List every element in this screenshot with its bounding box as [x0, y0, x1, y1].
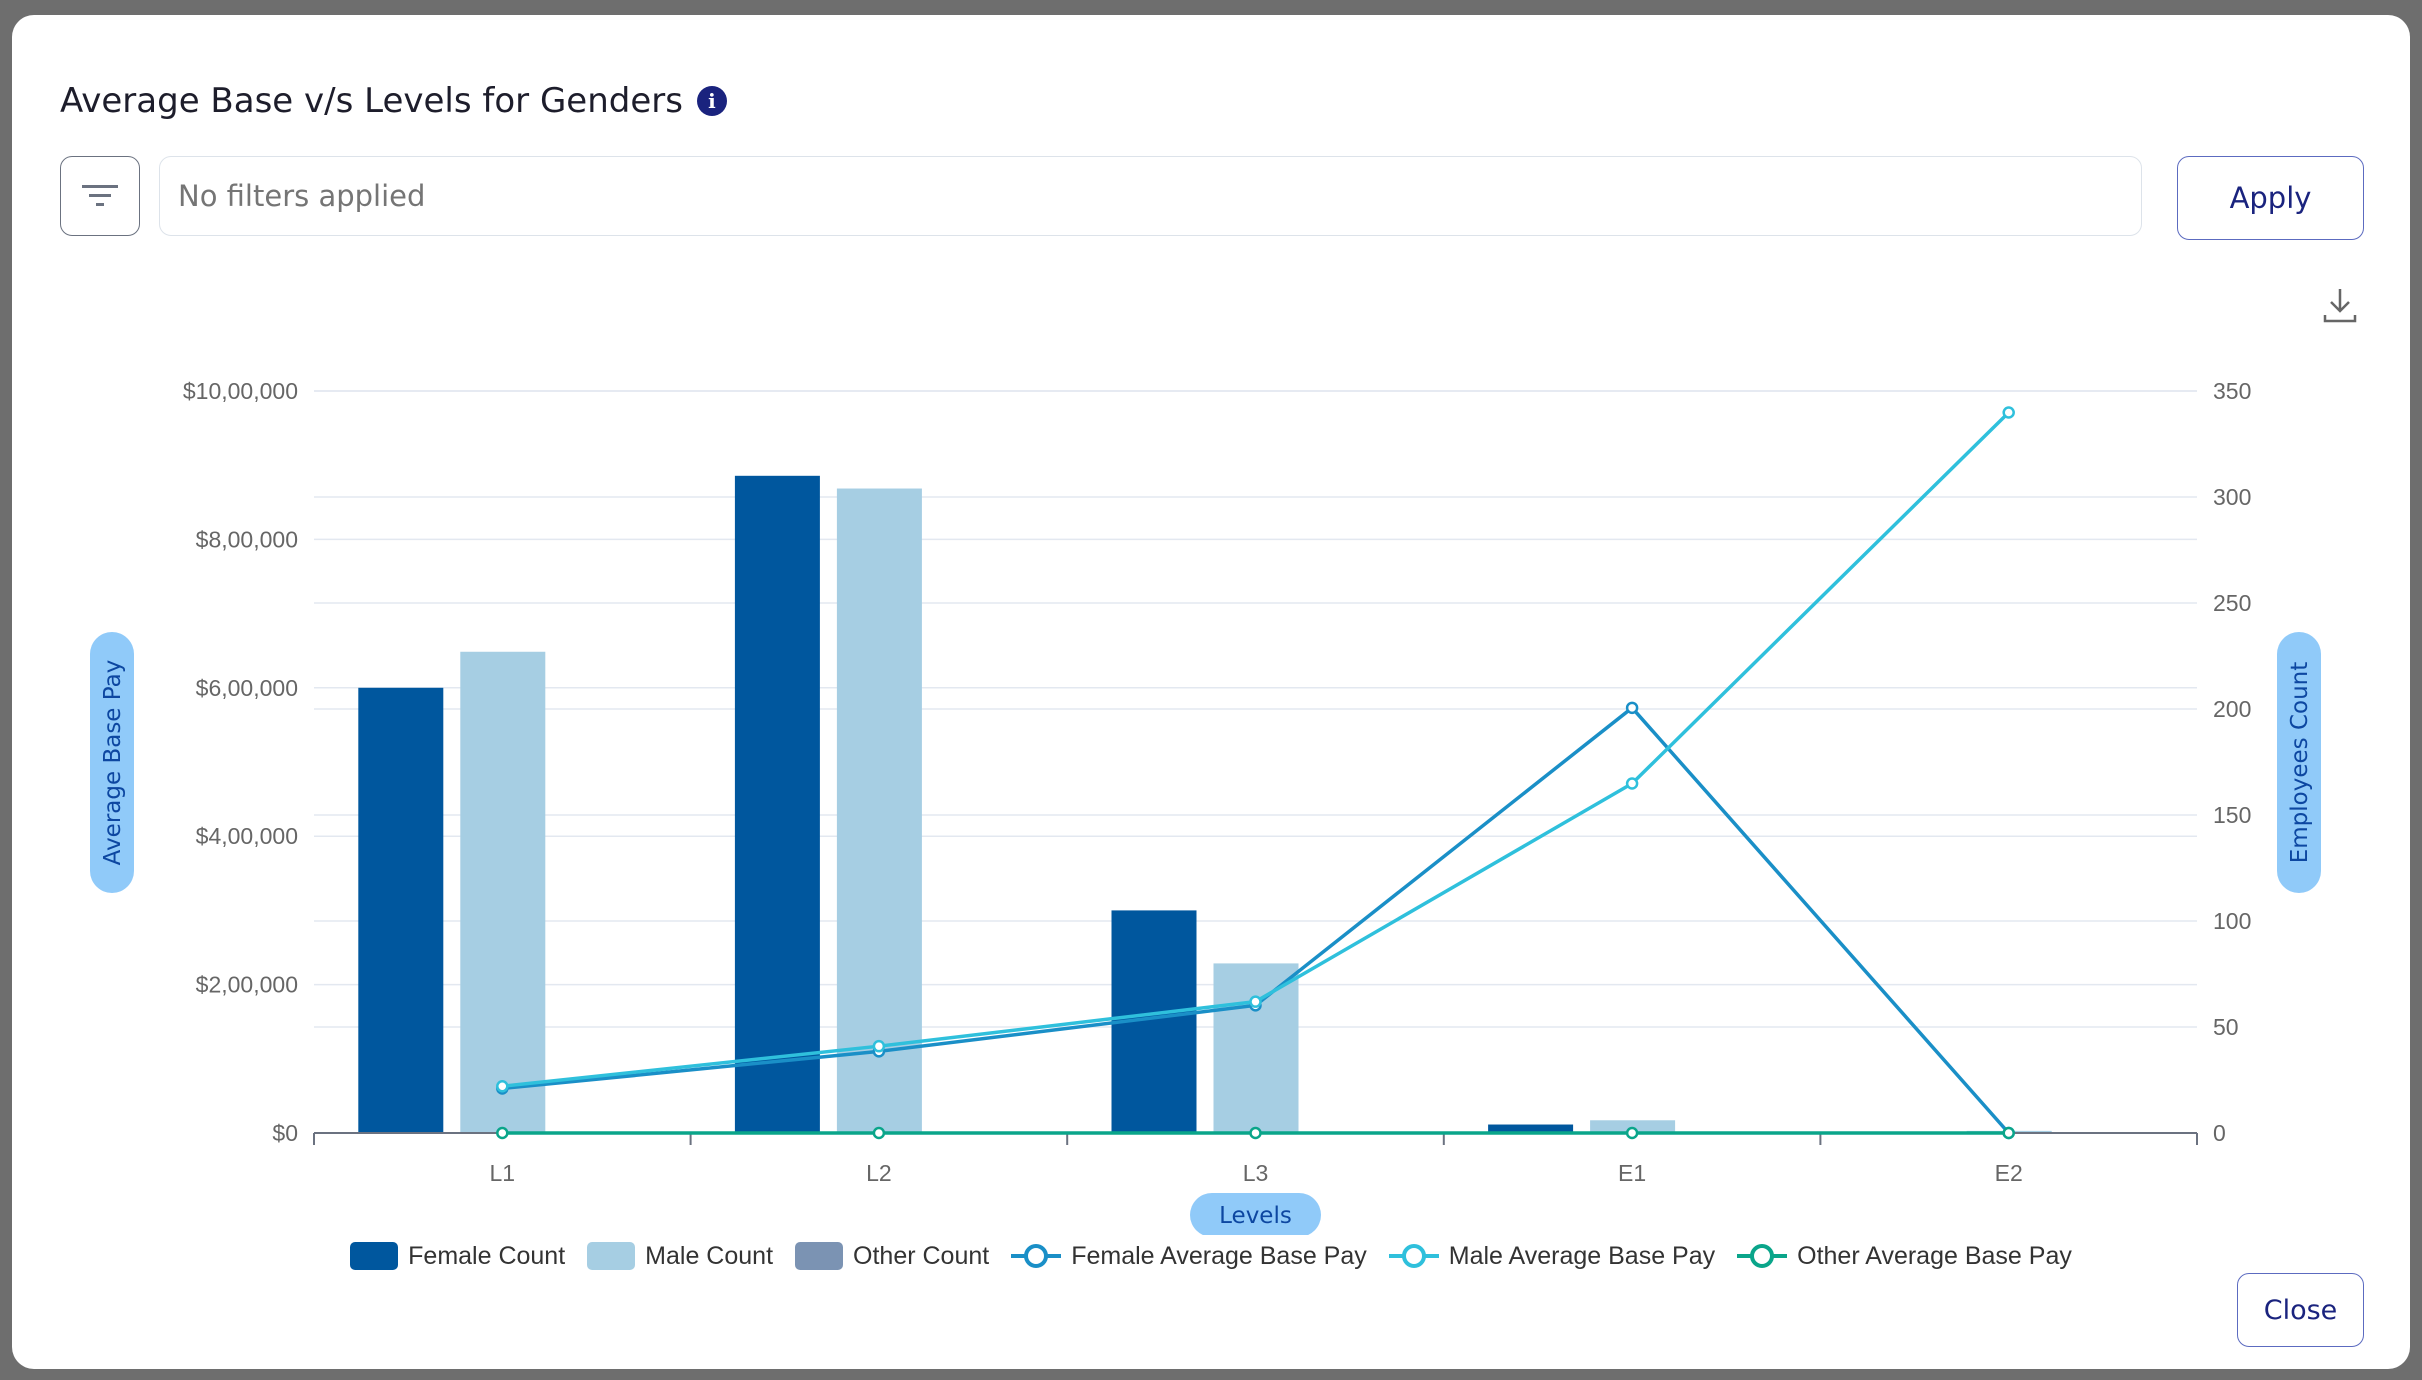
legend-item[interactable]: Female Average Base Pay: [1011, 1241, 1367, 1271]
apply-button[interactable]: Apply: [2177, 156, 2364, 240]
point-other-average-base-pay: [2002, 1126, 2015, 1140]
bar-male-count: [1213, 963, 1299, 1133]
x-axis-label-text: Levels: [1219, 1203, 1292, 1229]
filter-icon: [82, 185, 118, 206]
legend-line-marker: [1011, 1244, 1062, 1268]
right-tick-label: 300: [2213, 484, 2251, 510]
point-other-average-base-pay: [496, 1126, 509, 1140]
right-axis-label-text: Employees Count: [2287, 662, 2313, 864]
legend-label: Female Average Base Pay: [1071, 1241, 1367, 1270]
right-tick-label: 350: [2213, 378, 2251, 404]
legend-swatch: [587, 1242, 636, 1270]
left-tick-label: $2,00,000: [196, 972, 298, 998]
point-other-average-base-pay: [1249, 1126, 1262, 1140]
filter-input[interactable]: [159, 156, 2142, 236]
legend-item[interactable]: Male Count: [587, 1241, 773, 1271]
left-tick-label: $6,00,000: [196, 675, 298, 701]
point-male-average-base-pay: [496, 1080, 509, 1093]
legend-line-marker: [1737, 1244, 1788, 1268]
point-other-average-base-pay: [1625, 1126, 1639, 1140]
close-button[interactable]: Close: [2237, 1273, 2364, 1347]
info-icon[interactable]: i: [696, 86, 727, 116]
bar-female-count: [358, 687, 444, 1133]
left-axis-label-pill: [90, 632, 134, 893]
x-axis-label: Levels: [1190, 1193, 1321, 1235]
bar-male-count: [460, 651, 546, 1133]
left-axis-label: Average Base Pay: [90, 632, 134, 893]
bar-female-count: [734, 475, 820, 1133]
right-tick-label: 0: [2213, 1120, 2226, 1146]
left-tick-label: $10,00,000: [183, 378, 298, 404]
legend-label: Female Count: [408, 1241, 566, 1270]
x-tick-label: L2: [866, 1160, 892, 1186]
left-tick-label: $0: [272, 1120, 298, 1146]
download-icon[interactable]: [2320, 285, 2360, 325]
legend-label: Other Count: [853, 1241, 990, 1270]
point-male-average-base-pay: [2002, 406, 2015, 419]
legend-item[interactable]: Other Count: [795, 1241, 989, 1271]
dialog-title-row: Average Base v/s Levels for Genders i: [60, 81, 727, 121]
x-tick-label: E2: [1995, 1160, 2023, 1186]
point-male-average-base-pay: [1625, 777, 1639, 790]
legend-item[interactable]: Female Count: [350, 1241, 565, 1271]
x-tick-label: E1: [1618, 1160, 1646, 1186]
legend-line-marker: [1388, 1244, 1439, 1268]
point-male-average-base-pay: [1249, 995, 1262, 1008]
left-tick-label: $4,00,000: [196, 823, 298, 849]
legend-label: Other Average Base Pay: [1797, 1241, 2072, 1270]
point-other-average-base-pay: [872, 1126, 886, 1140]
legend-item[interactable]: Male Average Base Pay: [1388, 1241, 1716, 1271]
x-tick-label: L1: [490, 1160, 516, 1186]
right-axis-label: Employees Count: [2277, 632, 2321, 893]
point-male-average-base-pay: [872, 1039, 886, 1053]
chart-legend: Female Count Male Count Other Count Female …: [12, 1241, 2410, 1271]
point-female-average-base-pay: [1625, 701, 1639, 715]
legend-label: Male Count: [645, 1241, 774, 1270]
left-axis-label-text: Average Base Pay: [100, 660, 126, 866]
chart: 0 50 100 150 200 250 300 350 $0 $2,00,000 $4,00,00…: [90, 378, 2321, 1235]
legend-item[interactable]: Other Average Base Pay: [1737, 1241, 2072, 1271]
bar-male-count: [836, 488, 922, 1133]
right-tick-label: 50: [2213, 1014, 2239, 1040]
right-tick-label: 200: [2213, 696, 2251, 722]
legend-swatch: [795, 1242, 844, 1270]
bar-female-count: [1488, 1124, 1574, 1133]
bar-male-count: [1590, 1120, 1676, 1133]
dialog-title: Average Base v/s Levels for Genders: [60, 81, 683, 121]
left-tick-label: $8,00,000: [196, 526, 298, 552]
right-tick-label: 150: [2213, 802, 2251, 828]
legend-label: Male Average Base Pay: [1448, 1241, 1716, 1270]
chart-dialog: Average Base v/s Levels for Genders i Ap…: [12, 15, 2410, 1369]
x-axis-label-pill: [1190, 1193, 1321, 1235]
right-axis-label-pill: [2277, 632, 2321, 893]
right-tick-label: 250: [2213, 590, 2251, 616]
legend-swatch: [350, 1242, 399, 1270]
x-tick-label: L3: [1243, 1160, 1269, 1186]
right-tick-label: 100: [2213, 908, 2251, 934]
filter-button[interactable]: [60, 156, 140, 236]
